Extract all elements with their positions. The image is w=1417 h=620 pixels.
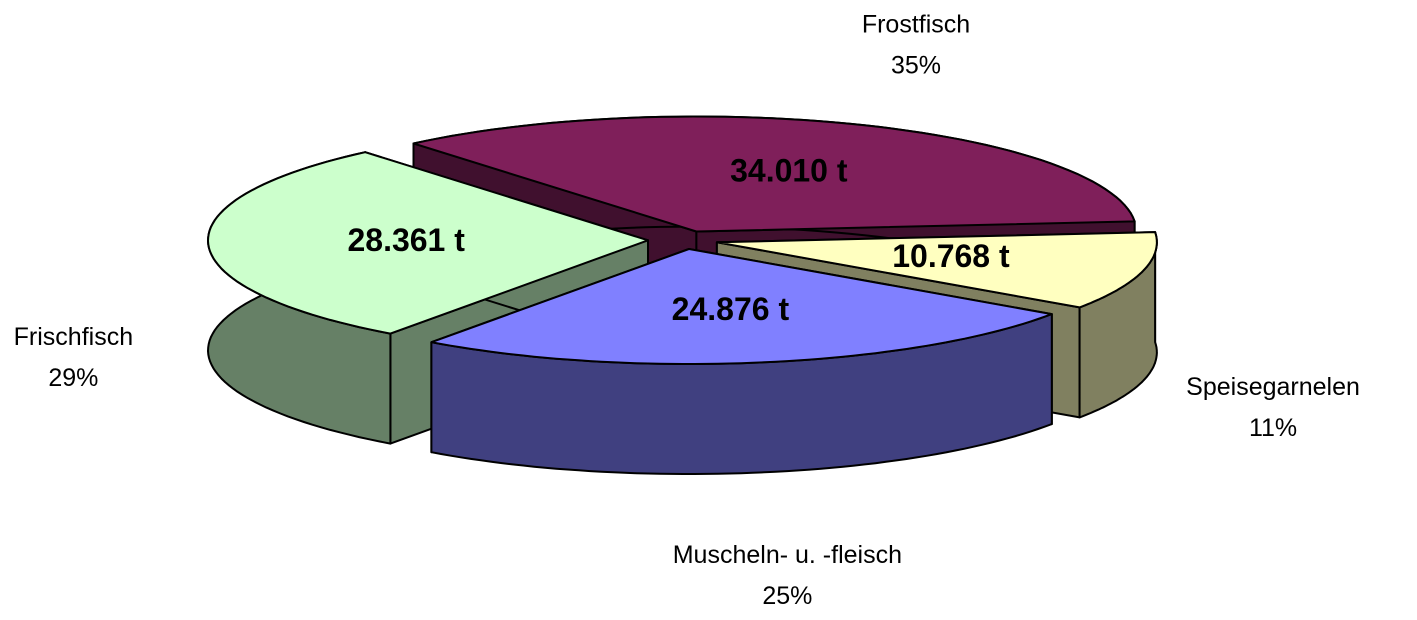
- value-label: 10.768 t: [892, 238, 1010, 274]
- percent-label: 25%: [762, 582, 812, 610]
- slice-top: [715, 231, 1158, 309]
- slice-top: [430, 248, 1053, 365]
- percent-label: 29%: [48, 364, 98, 392]
- value-label: 24.876 t: [672, 291, 790, 327]
- category-label: Frischfisch: [14, 323, 133, 351]
- slice-top: [412, 115, 1136, 233]
- value-label: 34.010 t: [730, 153, 848, 189]
- category-label: Muscheln- u. -fleisch: [673, 541, 902, 569]
- category-label: Speisegarnelen: [1186, 373, 1360, 401]
- category-label: Frostfisch: [862, 11, 970, 39]
- percent-label: 11%: [1249, 414, 1297, 442]
- percent-label: 35%: [891, 52, 941, 80]
- value-label: 28.361 t: [347, 222, 465, 258]
- slice-top: [207, 151, 649, 335]
- slice: [430, 248, 1053, 475]
